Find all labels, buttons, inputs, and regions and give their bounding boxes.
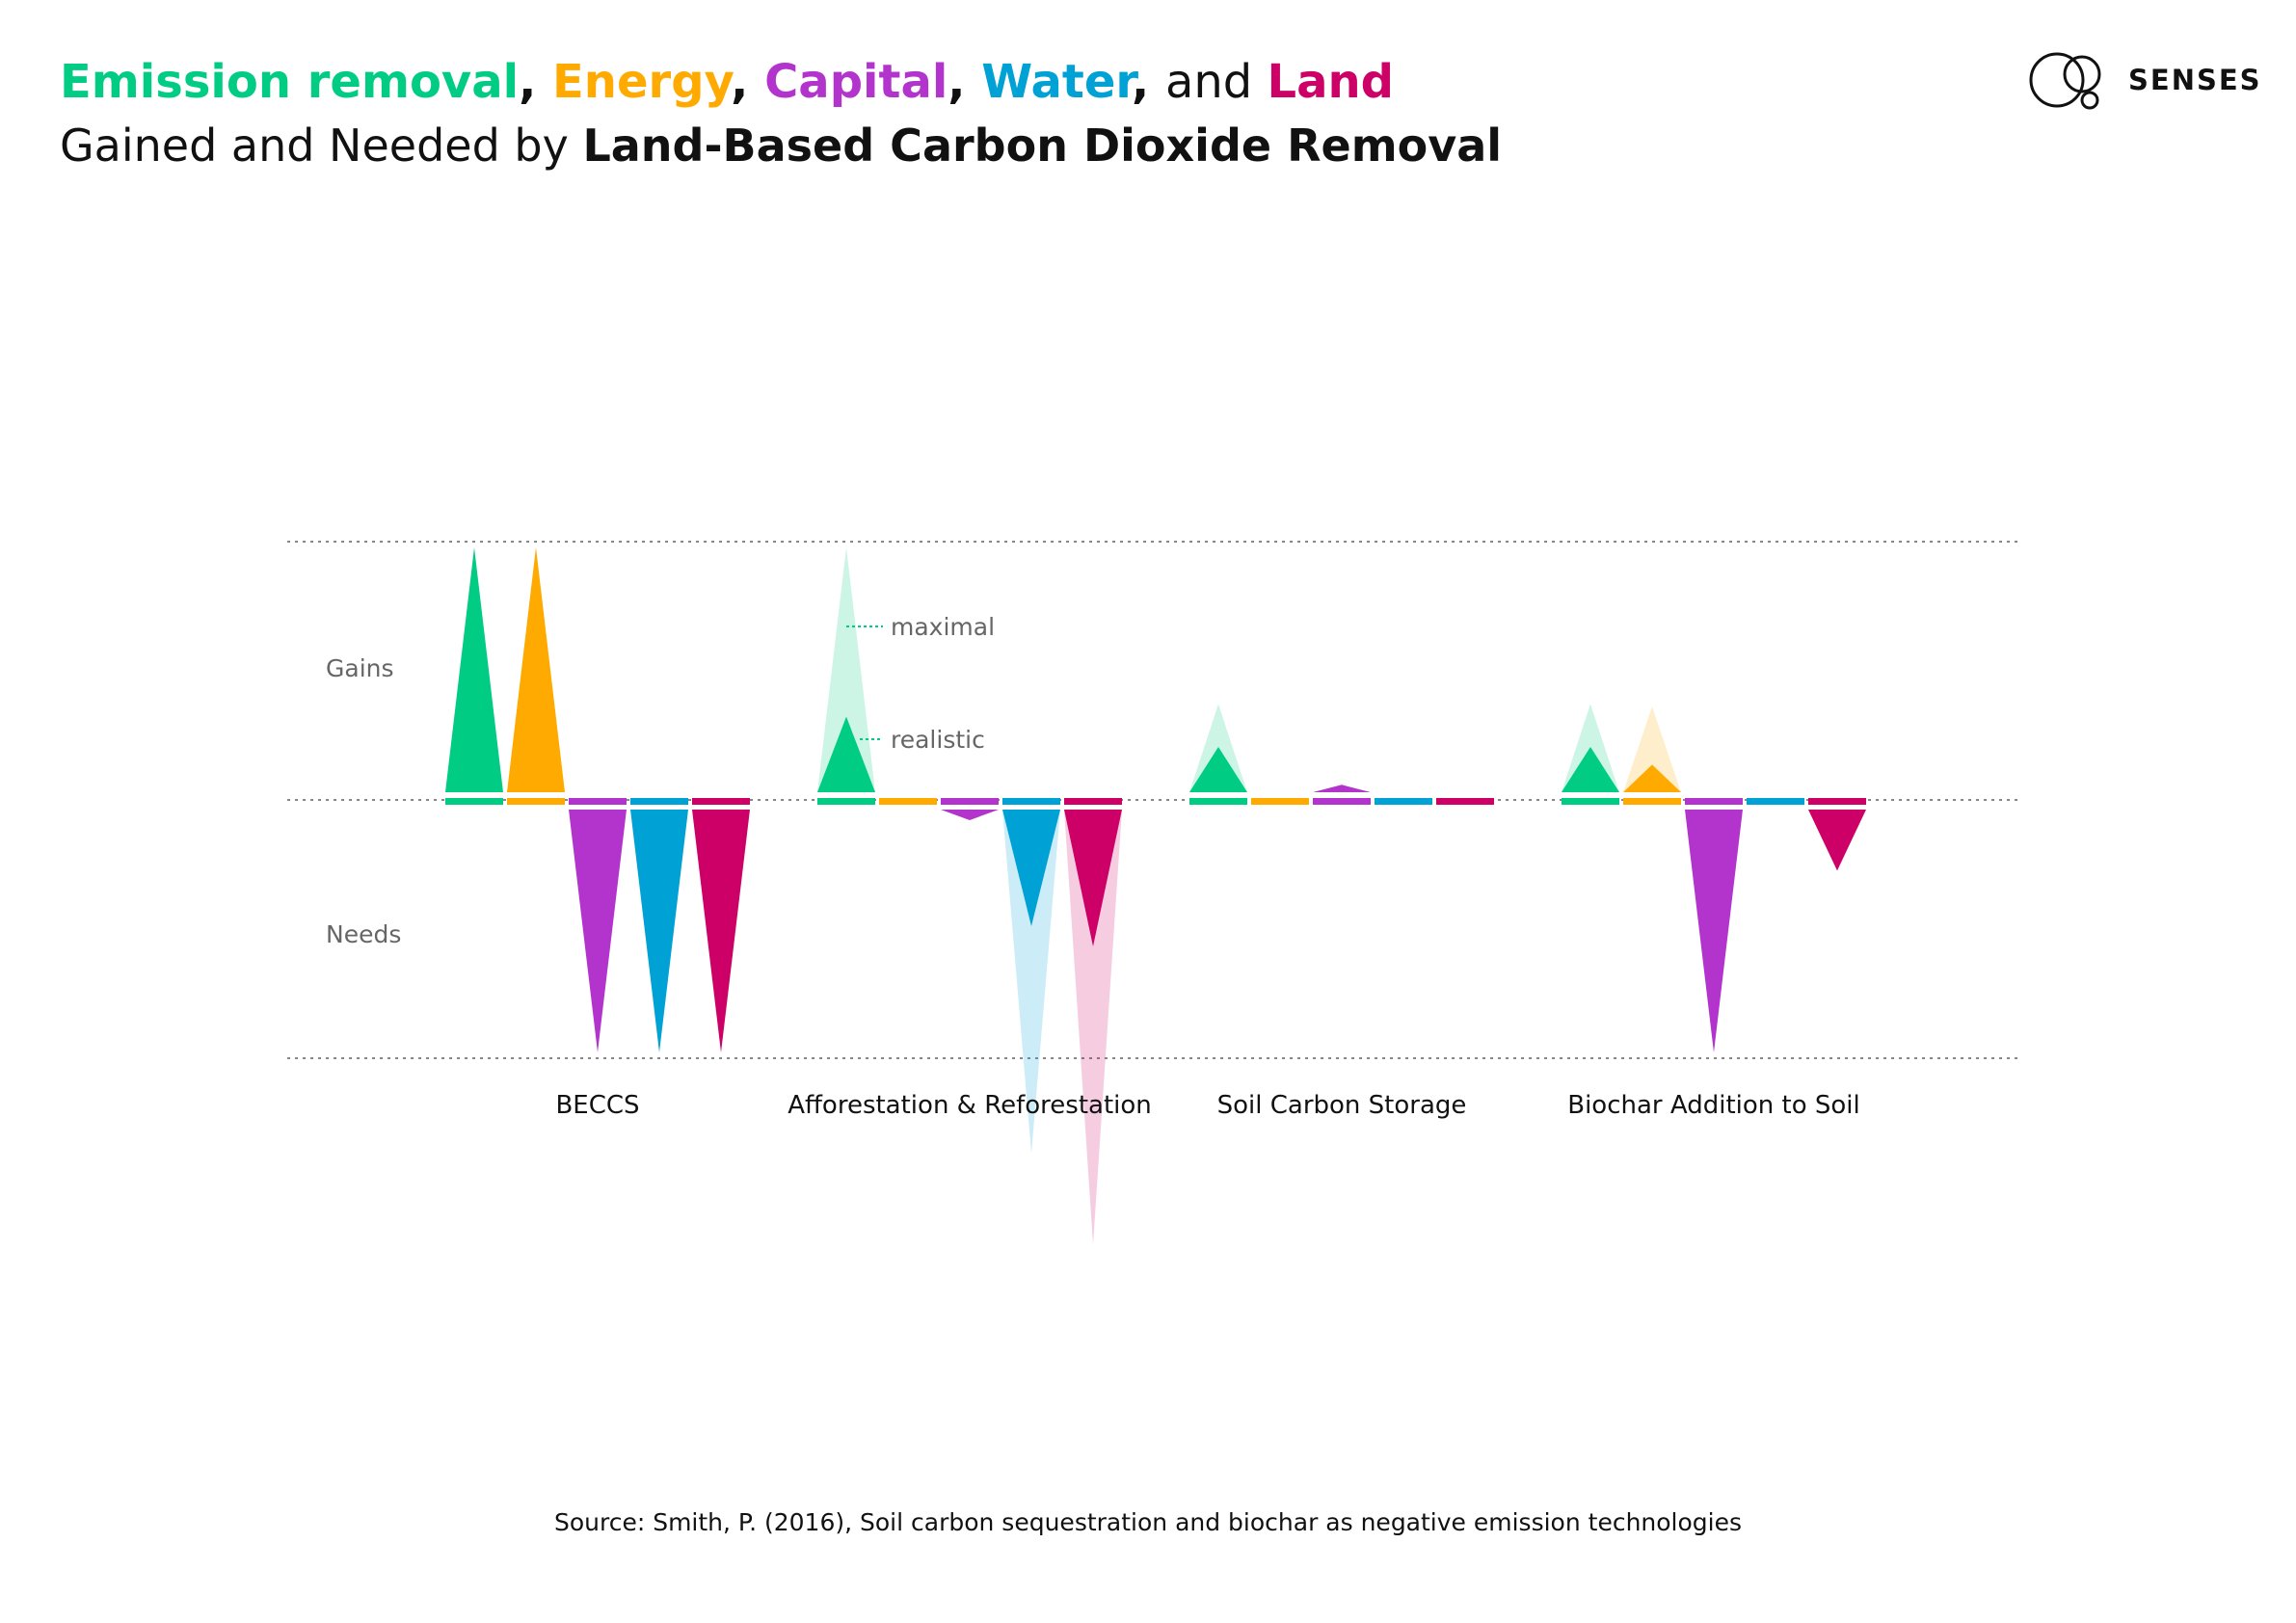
mark-realistic-beccs-emission-removal [445,547,503,792]
mark-realistic-biochar-addition-to-soil-capital [1685,810,1743,1052]
mark-realistic-biochar-addition-to-soil-emission-removal [1562,746,1619,792]
baseline-segment-beccs-energy [507,798,565,805]
mark-realistic-biochar-addition-to-soil-energy [1623,764,1681,792]
baseline-segment-beccs-capital [569,798,627,805]
baseline-segment-afforestation-reforestation-land [1064,798,1122,805]
title-segment-5: , [948,55,982,109]
mark-maximal-afforestation-reforestation-emission-removal [817,547,875,792]
mark-realistic-soil-carbon-storage-capital [1313,785,1371,792]
mark-realistic-beccs-water [630,810,688,1052]
title-line-2-prefix: Gained and Needed by [60,120,583,172]
category-label-0: BECCS [555,1091,639,1120]
baseline-segment-afforestation-reforestation-water [1002,798,1060,805]
baseline-segment-afforestation-reforestation-energy [879,798,937,805]
mark-realistic-afforestation-reforestation-emission-removal [817,716,875,792]
source-note: Source: Smith, P. (2016), Soil carbon se… [553,1508,1743,1536]
title-line-1: Emission removal, Energy, Capital, Water… [60,50,1502,114]
baseline-segment-biochar-addition-to-soil-water [1747,798,1804,805]
maximal-annotation: maximal [891,613,995,641]
title-segment-0: Emission removal [60,55,520,109]
baseline-segment-soil-carbon-storage-land [1436,798,1494,805]
title-segment-9: Land [1267,55,1395,109]
senses-logo: SENSES [2024,48,2262,112]
baseline-segment-soil-carbon-storage-water [1375,798,1432,805]
mark-maximal-afforestation-reforestation-water [1002,810,1060,1154]
baseline-segment-soil-carbon-storage-emission-removal [1189,798,1247,805]
baseline-segment-afforestation-reforestation-emission-removal [817,798,875,805]
category-label-1: Afforestation & Reforestation [788,1091,1152,1120]
mark-realistic-afforestation-reforestation-land [1064,810,1122,946]
baseline-segment-beccs-water [630,798,688,805]
baseline-segment-beccs-emission-removal [445,798,503,805]
mark-realistic-beccs-capital [569,810,627,1052]
logo-text: SENSES [2128,64,2262,96]
mark-realistic-afforestation-reforestation-water [1002,810,1060,926]
mark-realistic-biochar-addition-to-soil-land [1808,810,1866,871]
overlapping-circles-icon [2029,52,2101,110]
baseline-segment-biochar-addition-to-soil-energy [1623,798,1681,805]
title-segment-8: and [1164,55,1268,109]
baseline-segment-biochar-addition-to-soil-land [1808,798,1866,805]
title-segment-2: Energy [552,55,732,109]
title-line-2: Gained and Needed by Land-Based Carbon D… [60,114,1502,177]
baseline-segment-soil-carbon-storage-energy [1251,798,1309,805]
mark-realistic-beccs-land [692,810,750,1052]
gains-label: Gains [326,654,394,682]
title-segment-4: Capital [764,55,948,109]
category-label-2: Soil Carbon Storage [1217,1091,1467,1120]
title-segment-1: , [519,55,553,109]
mark-realistic-afforestation-reforestation-capital [941,810,999,820]
baseline-segment-afforestation-reforestation-capital [941,798,999,805]
baseline-segment-biochar-addition-to-soil-emission-removal [1562,798,1619,805]
mark-maximal-afforestation-reforestation-land [1064,810,1122,1245]
mark-realistic-beccs-energy [507,547,565,792]
mark-realistic-soil-carbon-storage-emission-removal [1189,746,1247,792]
needs-label: Needs [326,920,401,948]
category-label-3: Biochar Addition to Soil [1567,1091,1859,1120]
chart-title: Emission removal, Energy, Capital, Water… [60,50,1502,177]
baseline-segment-soil-carbon-storage-capital [1313,798,1371,805]
baseline-segment-biochar-addition-to-soil-capital [1685,798,1743,805]
title-segment-3: , [731,55,765,109]
mark-maximal-biochar-addition-to-soil-energy [1623,706,1681,792]
realistic-annotation: realistic [891,726,985,754]
title-segment-7: , [1132,55,1165,109]
title-line-2-bold: Land-Based Carbon Dioxide Removal [582,120,1503,172]
baseline-segment-beccs-land [692,798,750,805]
title-segment-6: Water [981,55,1132,109]
